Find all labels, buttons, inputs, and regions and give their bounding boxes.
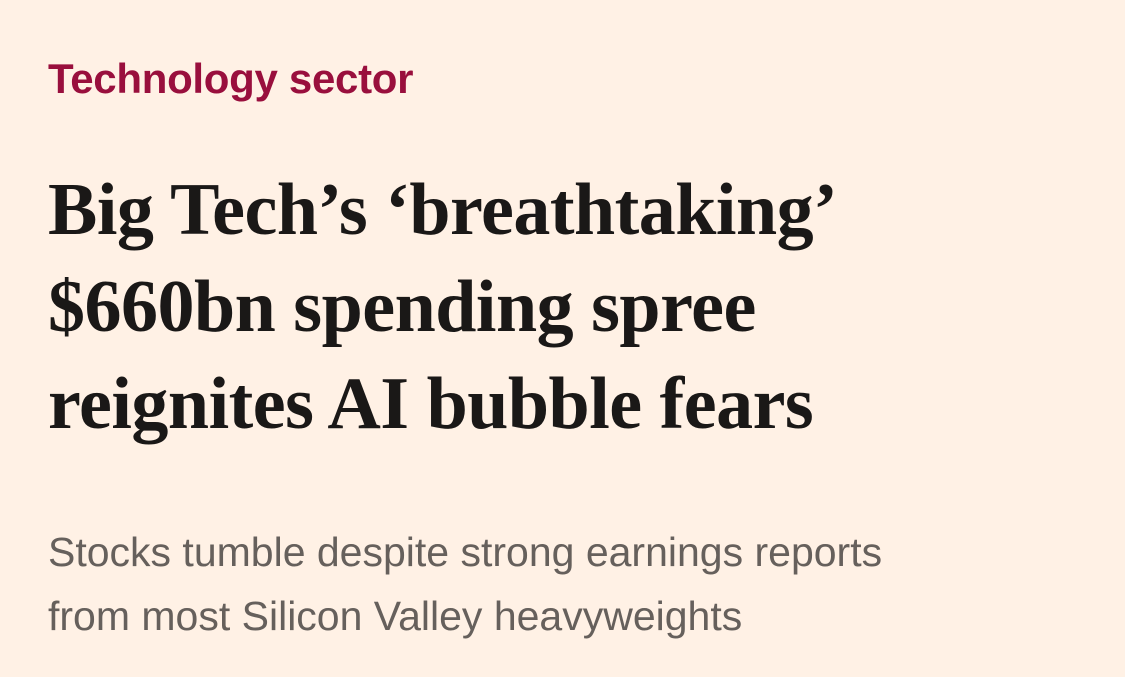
headline-line-1: Big Tech’s ‘breathtaking’ [48, 169, 838, 251]
headline-line-3: reignites AI bubble fears [48, 363, 814, 445]
article-headline: Big Tech’s ‘breathtaking’ $660bn spendin… [48, 162, 1088, 453]
article-standfirst: Stocks tumble despite strong earnings re… [48, 520, 1088, 648]
standfirst-line-1: Stocks tumble despite strong earnings re… [48, 529, 883, 575]
standfirst-line-2: from most Silicon Valley heavyweights [48, 593, 743, 639]
headline-line-2: $660bn spending spree [48, 266, 756, 348]
section-tag-link[interactable]: Technology sector [48, 55, 414, 102]
